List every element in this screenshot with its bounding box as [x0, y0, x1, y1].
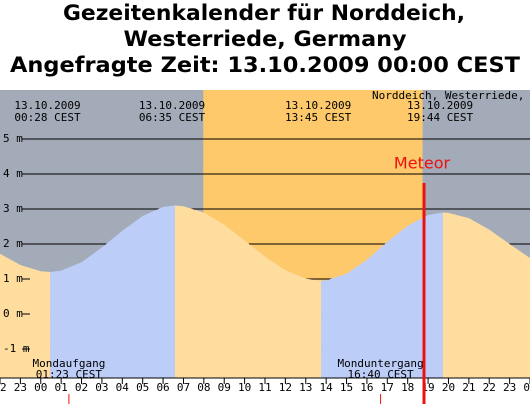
x-tick-label: 20: [442, 381, 455, 394]
rising-tide: [321, 212, 443, 378]
x-tick-label: 13: [299, 381, 312, 394]
falling-tide: [442, 212, 530, 378]
x-tick-label: 02: [75, 381, 88, 394]
x-tick-label: 11: [258, 381, 271, 394]
tide-date: 13.10.2009: [407, 99, 473, 112]
tide-time: 06:35 CEST: [139, 111, 206, 124]
x-tick-label: 00: [34, 381, 47, 394]
y-tick-label: 2 m: [3, 237, 23, 250]
x-tick-label: 14: [320, 381, 334, 394]
falling-tide: [0, 253, 51, 378]
x-tick-label: 22: [0, 381, 7, 394]
x-tick-label: 21: [462, 381, 475, 394]
x-tick-label: 10: [238, 381, 251, 394]
tide-time: 00:28 CEST: [14, 111, 81, 124]
moon-label: Mondaufgang: [32, 357, 105, 370]
tide-date: 13.10.2009: [285, 99, 351, 112]
tide-date: 13.10.2009: [14, 99, 80, 112]
tide-date: 13.10.2009: [139, 99, 205, 112]
tide-time: 13:45 CEST: [285, 111, 352, 124]
rising-tide: [50, 205, 175, 378]
moon-label: Monduntergang: [338, 357, 424, 370]
meteor-label: Meteor: [394, 154, 451, 173]
tide-time: 19:44 CEST: [407, 111, 474, 124]
x-tick-label: 05: [136, 381, 149, 394]
x-tick-label: 03: [95, 381, 108, 394]
x-tick-label: 06: [156, 381, 169, 394]
x-tick-label: 23: [503, 381, 516, 394]
moon-time: 01:23 CEST: [36, 368, 103, 381]
y-tick-label: 1 m: [3, 272, 23, 285]
y-tick-label: 0 m: [3, 307, 23, 320]
x-tick-label: 09: [218, 381, 231, 394]
x-tick-label: 15: [340, 381, 353, 394]
x-tick-label: 12: [279, 381, 292, 394]
title-line: Gezeitenkalender für Norddeich,: [63, 1, 465, 25]
x-tick-label: 23: [14, 381, 27, 394]
location: Norddeich, Westerriede,: [372, 89, 524, 102]
y-tick-label: -1 m: [3, 342, 30, 355]
x-tick-label: 22: [483, 381, 496, 394]
y-tick-label: 4 m: [3, 167, 23, 180]
x-tick-label: 16: [360, 381, 373, 394]
moon-time: 16:40 CEST: [347, 368, 414, 381]
x-tick-label: 01: [55, 381, 68, 394]
falling-tide: [174, 205, 322, 378]
title-line: Angefragte Zeit: 13.10.2009 00:00 CEST: [10, 53, 521, 77]
y-tick-label: 3 m: [3, 202, 23, 215]
y-tick-label: 5 m: [3, 132, 23, 145]
x-tick-label: 18: [401, 381, 414, 394]
x-tick-label: 04: [116, 381, 130, 394]
title-line: Westerriede, Germany: [124, 27, 407, 51]
x-tick-label: 08: [197, 381, 210, 394]
x-tick-label: 17: [381, 381, 394, 394]
x-tick-label: 07: [177, 381, 190, 394]
x-tick-label: 00: [523, 381, 530, 394]
